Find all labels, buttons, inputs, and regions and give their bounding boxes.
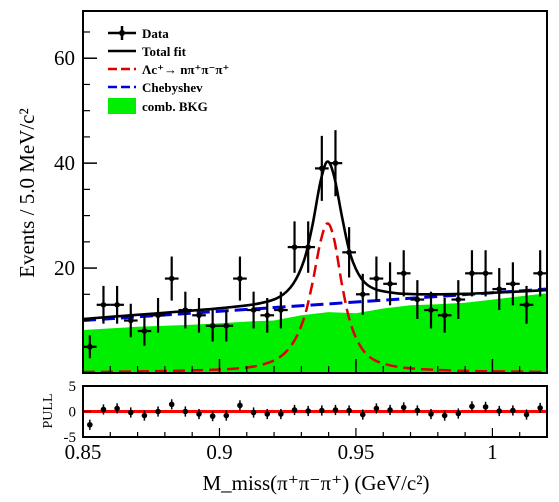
data-point (396, 250, 411, 297)
signal-curve (82, 222, 548, 374)
data-point (355, 273, 370, 315)
data-point (205, 310, 220, 342)
pull-y-tick-label: 5 (69, 379, 77, 395)
data-point (410, 280, 425, 319)
data-point (328, 130, 343, 197)
pull-plot-data-points (87, 399, 543, 430)
pull-point (510, 405, 516, 416)
pull-point (523, 409, 530, 420)
pull-point (400, 402, 407, 413)
pull-point (168, 399, 175, 410)
pull-point (305, 405, 311, 417)
data-point (164, 256, 179, 301)
x-tick-label: 1 (487, 440, 498, 464)
pull-point (264, 408, 271, 420)
data-point (301, 221, 315, 273)
legend: Data Total fit Λc⁺→ nπ⁺π⁻π⁺ Chebyshev co… (108, 26, 229, 114)
pull-y-tick-label: 0 (69, 405, 77, 421)
pull-point (387, 404, 393, 416)
data-point (137, 316, 152, 346)
y-axis-title: Events / 5.0 MeV/c² (15, 108, 39, 278)
y-tick-label: 40 (54, 151, 75, 175)
pull-point (209, 410, 216, 422)
pull-point (100, 404, 107, 415)
data-point (342, 227, 356, 278)
pull-point (373, 403, 380, 414)
pull-point (319, 405, 325, 416)
pull-point (414, 405, 421, 416)
data-point (219, 310, 234, 342)
pull-point (496, 405, 503, 417)
x-tick-label: 0.85 (65, 440, 102, 464)
data-point (274, 291, 288, 329)
pull-point (537, 402, 543, 414)
data-point (424, 291, 438, 329)
x-tick-label: 0.9 (206, 440, 232, 464)
legend-label-data: Data (142, 26, 169, 41)
pull-point (237, 400, 243, 411)
pull-point (455, 408, 462, 419)
data-point (110, 285, 124, 324)
pull-point (114, 403, 120, 414)
pull-point (196, 408, 202, 420)
data-point (96, 285, 111, 324)
data-point (383, 262, 397, 306)
pull-point (182, 406, 189, 417)
pull-y-tick-label: -5 (64, 430, 77, 446)
pull-point (291, 404, 298, 416)
pull-point (127, 407, 134, 418)
total-fit-curve (82, 160, 548, 321)
legend-item-comb-bkg: comb. BKG (108, 98, 208, 114)
pull-point (87, 419, 93, 430)
data-point (492, 268, 507, 311)
data-point (233, 256, 247, 301)
main-plot-data-points (83, 130, 547, 359)
y-tick-label: 20 (54, 256, 75, 280)
data-point (533, 250, 547, 297)
data-point (451, 280, 466, 319)
data-point (287, 221, 302, 273)
legend-item-data: Data (108, 26, 169, 41)
legend-label-chebyshev: Chebyshev (142, 80, 203, 95)
data-point (478, 250, 493, 297)
data-point (506, 262, 520, 306)
main-plot-axes: 20 40 60 (54, 31, 521, 373)
pull-point (332, 404, 339, 416)
data-point (260, 297, 275, 333)
data-point (246, 291, 261, 329)
pull-point (482, 401, 489, 413)
data-point (465, 250, 479, 297)
main-plot-frame (82, 10, 548, 374)
data-point (369, 256, 384, 301)
pull-plot-axes: -5 0 5 0.85 0.9 0.95 1 (64, 379, 521, 464)
legend-item-signal: Λc⁺→ nπ⁺π⁻π⁺ (108, 62, 229, 77)
data-point (192, 297, 206, 333)
legend-label-comb-bkg: comb. BKG (142, 99, 208, 114)
pull-point (250, 407, 257, 418)
data-point (315, 135, 329, 201)
pull-point (441, 410, 448, 421)
x-tick-label: 0.95 (338, 440, 375, 464)
pull-point (469, 401, 475, 412)
pull-y-axis-title: PULL (41, 394, 56, 429)
pull-point (223, 410, 230, 421)
data-point (519, 285, 534, 324)
data-point (178, 291, 193, 329)
legend-label-signal: Λc⁺→ nπ⁺π⁻π⁺ (142, 62, 229, 77)
pull-point (428, 408, 434, 420)
pull-point (359, 409, 366, 420)
data-point (437, 297, 452, 333)
pull-point (155, 406, 161, 417)
pull-point (346, 405, 352, 416)
legend-item-chebyshev: Chebyshev (108, 80, 203, 95)
y-tick-label: 60 (54, 46, 75, 70)
pull-point (278, 408, 284, 420)
legend-label-total-fit: Total fit (142, 44, 187, 59)
data-point (123, 303, 138, 338)
legend-item-total-fit: Total fit (108, 44, 187, 59)
data-point (151, 297, 165, 333)
pull-point (141, 410, 148, 421)
x-axis-title: M_miss(π⁺π⁻π⁺) (GeV/c²) (202, 471, 429, 495)
